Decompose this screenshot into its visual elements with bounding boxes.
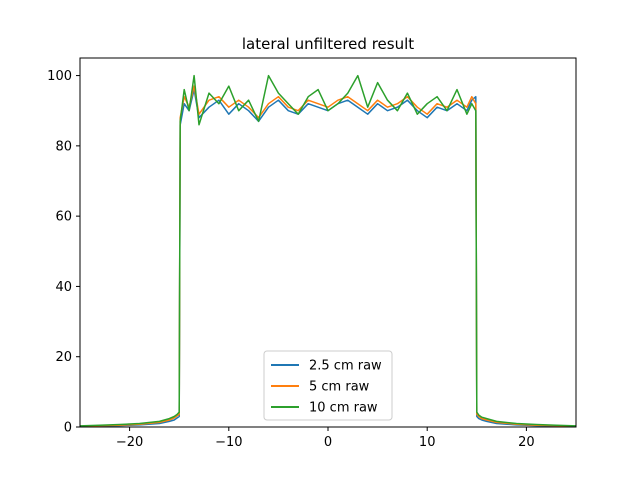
y-tick-label: 40 bbox=[55, 280, 72, 295]
legend-label-2: 10 cm raw bbox=[309, 401, 378, 416]
x-tick-label: 10 bbox=[419, 435, 436, 450]
x-tick-label: −10 bbox=[215, 435, 242, 450]
legend-box bbox=[263, 350, 393, 421]
plot-lines bbox=[79, 74, 577, 428]
legend: 2.5 cm raw 5 cm raw 10 cm raw bbox=[263, 350, 393, 421]
x-tick-label: −20 bbox=[116, 435, 143, 450]
legend-label-0: 2.5 cm raw bbox=[309, 359, 382, 374]
y-tick-label: 100 bbox=[47, 69, 72, 84]
y-tick-label: 0 bbox=[64, 421, 72, 436]
series-line-2 bbox=[79, 74, 577, 427]
y-tick-label: 60 bbox=[55, 210, 72, 225]
x-tick-label: 0 bbox=[324, 435, 332, 450]
y-tick-label: 20 bbox=[55, 350, 72, 365]
axes: −20 −10 0 10 20 0 20 40 60 80 100 bbox=[47, 57, 577, 450]
legend-label-1: 5 cm raw bbox=[309, 380, 370, 395]
chart-title: lateral unfiltered result bbox=[242, 35, 414, 53]
y-tick-label: 80 bbox=[55, 139, 72, 154]
x-tick-label: 20 bbox=[518, 435, 535, 450]
